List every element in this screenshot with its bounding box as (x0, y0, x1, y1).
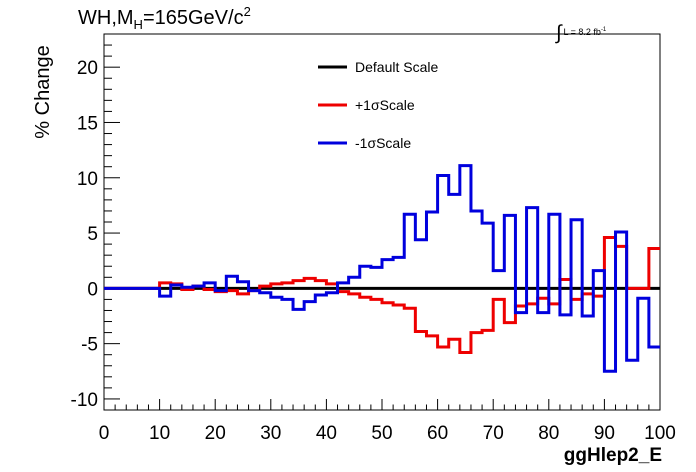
x-tick-label: 60 (427, 423, 448, 444)
chart-title: WH,MH=165GeV/c2 (78, 4, 251, 32)
y-axis-title: % Change (32, 45, 54, 138)
y-tick-label: 0 (87, 279, 98, 300)
x-tick-label: 40 (316, 423, 337, 444)
x-tick-label: 20 (205, 423, 226, 444)
series-line-2 (104, 164, 660, 373)
y-tick-label: -5 (81, 335, 98, 356)
x-tick-label: 50 (371, 423, 392, 444)
x-tick-label: 80 (538, 423, 559, 444)
y-axis: -10 -5 0 5 10 15 20 (71, 33, 120, 411)
series-group (104, 164, 660, 373)
legend-label-2: -1σScale (355, 135, 411, 151)
x-tick-label: 100 (644, 423, 676, 444)
x-axis: 0 10 20 30 40 50 60 70 80 90 100 (99, 399, 676, 444)
x-tick-label: 90 (594, 423, 615, 444)
legend-label-0: Default Scale (355, 59, 438, 75)
legend-label-1: +1σScale (355, 97, 415, 113)
legend: Default Scale +1σScale -1σScale (318, 59, 438, 151)
x-tick-label: 30 (260, 423, 281, 444)
x-tick-label: 70 (483, 423, 504, 444)
y-tick-label: 15 (77, 113, 98, 134)
plot-frame (103, 33, 661, 411)
luminosity-label: ∫ L = 8.2 fb-1 (556, 22, 607, 44)
x-tick-label: 0 (99, 423, 110, 444)
y-tick-label: -10 (71, 390, 98, 411)
y-tick-label: 20 (77, 58, 98, 79)
y-tick-label: 10 (77, 169, 98, 190)
y-tick-label: 5 (87, 224, 98, 245)
x-tick-label: 10 (149, 423, 170, 444)
x-axis-title: ggHlep2_E (564, 445, 662, 466)
series-line-1 (104, 235, 660, 354)
